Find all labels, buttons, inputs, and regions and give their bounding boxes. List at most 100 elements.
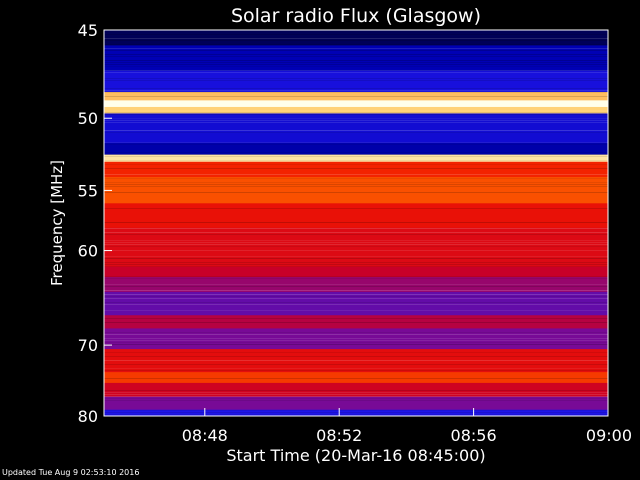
frequency-band	[104, 409, 608, 416]
frequency-band	[104, 203, 608, 229]
texture-line	[104, 240, 608, 241]
texture-line	[104, 234, 608, 235]
frequency-band	[104, 227, 608, 268]
texture-line	[104, 38, 608, 39]
frequency-band	[104, 100, 608, 108]
texture-line	[104, 208, 608, 209]
frequency-band	[104, 154, 608, 163]
texture-line	[104, 266, 608, 267]
texture-line	[104, 72, 608, 73]
texture-line	[104, 120, 608, 121]
frequency-band	[104, 45, 608, 72]
texture-line	[104, 256, 608, 257]
texture-line	[104, 122, 608, 123]
texture-line	[104, 96, 608, 97]
texture-line	[104, 344, 608, 345]
y-tick-label: 80	[78, 407, 98, 426]
texture-line	[104, 262, 608, 263]
texture-line	[104, 284, 608, 285]
texture-line	[104, 310, 608, 311]
x-tick-label: 08:56	[451, 426, 497, 445]
texture-line	[104, 276, 608, 277]
texture-line	[104, 34, 608, 35]
texture-line	[104, 392, 608, 393]
texture-line	[104, 142, 608, 143]
texture-line	[104, 178, 608, 179]
y-tick-label: 60	[78, 242, 98, 261]
frequency-band	[104, 396, 608, 411]
texture-line	[104, 88, 608, 89]
texture-line	[104, 264, 608, 265]
texture-line	[104, 322, 608, 323]
texture-line	[104, 338, 608, 339]
frequency-band	[104, 277, 608, 293]
frequency-band	[104, 71, 608, 93]
texture-line	[104, 242, 608, 243]
x-axis-label: Start Time (20-Mar-16 08:45:00)	[226, 446, 485, 465]
frequency-band	[104, 372, 608, 384]
texture-line	[104, 48, 608, 49]
texture-line	[104, 222, 608, 223]
texture-line	[104, 66, 608, 67]
texture-line	[104, 64, 608, 65]
texture-line	[104, 286, 608, 287]
texture-line	[104, 70, 608, 71]
y-axis-label: Frequency [MHz]	[48, 160, 66, 286]
x-tick-label: 08:48	[182, 426, 228, 445]
texture-line	[104, 360, 608, 361]
texture-line	[104, 390, 608, 391]
y-tick-label: 50	[78, 109, 98, 128]
frequency-band	[104, 349, 608, 373]
texture-line	[104, 154, 608, 155]
texture-line	[104, 40, 608, 41]
frequency-band	[104, 106, 608, 115]
texture-line	[104, 340, 608, 341]
texture-line	[104, 412, 608, 413]
frequency-band	[104, 113, 608, 144]
texture-line	[104, 132, 608, 133]
frequency-band	[104, 142, 608, 156]
texture-line	[104, 112, 608, 113]
texture-line	[104, 400, 608, 401]
texture-line	[104, 130, 608, 131]
frequency-band	[104, 177, 608, 204]
texture-line	[104, 396, 608, 397]
texture-line	[104, 228, 608, 229]
texture-line	[104, 78, 608, 79]
texture-line	[104, 114, 608, 115]
texture-line	[104, 298, 608, 299]
texture-line	[104, 278, 608, 279]
updated-timestamp: Updated Tue Aug 9 02:53:10 2016	[2, 468, 140, 477]
texture-line	[104, 342, 608, 343]
texture-line	[104, 60, 608, 61]
texture-line	[104, 290, 608, 291]
texture-line	[104, 80, 608, 81]
x-axis: 08:48 08:52 08:56 09:00	[182, 408, 632, 445]
texture-line	[104, 56, 608, 57]
spectrogram-plot	[104, 30, 608, 416]
texture-line	[104, 246, 608, 247]
frequency-band	[104, 30, 608, 47]
frequency-band	[104, 266, 608, 278]
texture-line	[104, 192, 608, 193]
frequency-band	[104, 291, 608, 316]
texture-line	[104, 62, 608, 63]
frequency-band	[104, 382, 608, 398]
y-tick-label: 70	[78, 336, 98, 355]
texture-line	[104, 304, 608, 305]
texture-line	[104, 334, 608, 335]
texture-line	[104, 186, 608, 187]
y-axis: 45 50 55 60 70 80	[78, 21, 112, 426]
texture-line	[104, 294, 608, 295]
texture-line	[104, 356, 608, 357]
frequency-band	[104, 91, 608, 101]
texture-line	[104, 318, 608, 319]
texture-line	[104, 364, 608, 365]
x-tick-label: 08:52	[316, 426, 362, 445]
texture-line	[104, 296, 608, 297]
texture-line	[104, 368, 608, 369]
texture-line	[104, 182, 608, 183]
texture-line	[104, 50, 608, 51]
texture-line	[104, 378, 608, 379]
